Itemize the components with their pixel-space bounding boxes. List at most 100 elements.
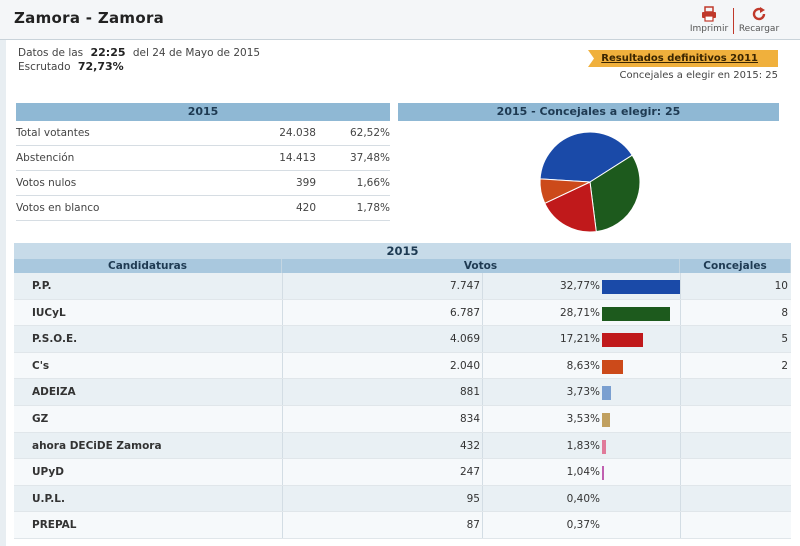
reload-icon	[751, 6, 767, 22]
party-votes: 247	[459, 466, 480, 479]
column-divider	[680, 273, 681, 299]
summary-row: Votos nulos 399 1,66%	[16, 171, 390, 196]
summary-row: Total votantes 24.038 62,52%	[16, 121, 390, 146]
party-pct: 1,04%	[566, 466, 600, 479]
party-votes: 432	[459, 439, 480, 452]
party-pct: 3,73%	[566, 386, 600, 399]
party-votes: 881	[459, 386, 480, 399]
results-header: 2015	[14, 243, 791, 259]
column-divider	[282, 432, 283, 459]
page-title: Zamora - Zamora	[14, 9, 165, 27]
reload-label: Recargar	[738, 24, 780, 34]
party-votes: 7.747	[449, 280, 480, 292]
column-divider	[482, 485, 483, 512]
col-candidaturas: Candidaturas	[14, 259, 282, 273]
summary-value: 24.038	[279, 127, 316, 139]
pie-svg	[539, 131, 641, 233]
column-divider	[482, 432, 483, 459]
party-name: ADEIZA	[32, 386, 76, 399]
party-votes: 87	[466, 519, 480, 532]
summary-value: 14.413	[279, 152, 316, 164]
column-divider	[282, 352, 283, 379]
column-divider	[282, 326, 283, 352]
party-seats: 5	[781, 333, 788, 346]
concejales-to-elect: Concejales a elegir en 2015: 25	[619, 70, 778, 81]
vote-share-bar	[602, 412, 611, 427]
party-votes: 6.787	[449, 306, 480, 319]
column-divider	[482, 405, 483, 432]
summary-label: Votos en blanco	[16, 202, 100, 214]
party-seats: 10	[774, 280, 788, 292]
result-row: UPyD 247 1,04%	[14, 459, 791, 486]
party-pct: 8,63%	[566, 359, 600, 372]
party-name: P.P.	[32, 280, 52, 292]
result-row: P.S.O.E. 4.069 17,21% 5	[14, 326, 791, 353]
printer-icon	[701, 6, 717, 22]
summary-pct: 37,48%	[349, 152, 390, 164]
column-divider	[680, 405, 681, 432]
result-row: GZ 834 3,53%	[14, 405, 791, 433]
vote-share-bar	[602, 306, 671, 321]
party-votes: 4.069	[449, 333, 480, 346]
party-pct: 3,53%	[566, 412, 600, 425]
result-row: P.P. 7.747 32,77% 10	[14, 273, 791, 300]
pie-slice-c-s	[539, 178, 591, 204]
summary-row: Votos en blanco 420 1,78%	[16, 196, 390, 221]
column-divider	[482, 299, 483, 326]
col-votos: Votos	[282, 259, 680, 273]
party-pct: 28,71%	[559, 306, 600, 319]
column-divider	[282, 299, 283, 326]
column-divider	[680, 485, 681, 512]
print-label: Imprimir	[689, 24, 729, 34]
vote-share-bar	[602, 280, 680, 294]
column-divider	[680, 459, 681, 485]
result-row: IUCyL 6.787 28,71% 8	[14, 299, 791, 327]
party-votes: 834	[459, 412, 480, 425]
summary-pct: 1,66%	[356, 177, 390, 189]
seats-pie-chart	[534, 126, 646, 238]
column-divider	[282, 379, 283, 405]
reload-button[interactable]: Recargar	[736, 6, 782, 34]
column-divider	[680, 326, 681, 352]
column-divider	[282, 459, 283, 485]
party-pct: 0,37%	[566, 519, 600, 532]
party-votes: 95	[466, 492, 480, 505]
column-divider	[282, 405, 283, 432]
summary-label: Total votantes	[16, 127, 90, 139]
column-divider	[680, 512, 681, 538]
party-pct: 1,83%	[566, 439, 600, 452]
update-time: 22:25	[90, 46, 126, 59]
vote-share-bar	[602, 333, 643, 348]
results-2011-link[interactable]: Resultados definitivos 2011	[588, 50, 778, 67]
summary-label: Votos nulos	[16, 177, 77, 189]
column-divider	[482, 379, 483, 405]
col-concejales: Concejales	[680, 259, 791, 273]
results-panel: Datos de las 22:25 del 24 de Mayo de 201…	[6, 40, 800, 546]
summary-pct: 62,52%	[349, 127, 390, 139]
column-divider	[680, 352, 681, 379]
vote-share-bar	[602, 386, 611, 401]
result-row: PREPAL 87 0,37%	[14, 512, 791, 539]
result-row: C's 2.040 8,63% 2	[14, 352, 791, 380]
escrutado-value: 72,73%	[77, 60, 124, 73]
column-divider	[482, 459, 483, 485]
column-divider	[680, 432, 681, 459]
party-pct: 0,40%	[566, 492, 600, 505]
party-seats: 8	[781, 306, 788, 319]
party-seats: 2	[781, 359, 788, 372]
party-name: C's	[32, 359, 50, 372]
result-row: U.P.L. 95 0,40%	[14, 485, 791, 513]
date-suffix: del 24 de Mayo de 2015	[132, 47, 261, 59]
print-button[interactable]: Imprimir	[686, 6, 732, 34]
summary-header: 2015	[16, 103, 390, 121]
summary-value: 399	[295, 177, 316, 189]
pie-slice-p-s-o-e	[544, 181, 597, 233]
column-divider	[282, 485, 283, 512]
date-prefix: Datos de las	[18, 47, 84, 59]
toolbar-divider	[733, 8, 734, 34]
party-name: GZ	[32, 412, 49, 425]
escrutado-label: Escrutado	[18, 61, 71, 73]
column-divider	[482, 512, 483, 538]
column-divider	[680, 299, 681, 326]
vote-share-bar	[602, 359, 623, 374]
